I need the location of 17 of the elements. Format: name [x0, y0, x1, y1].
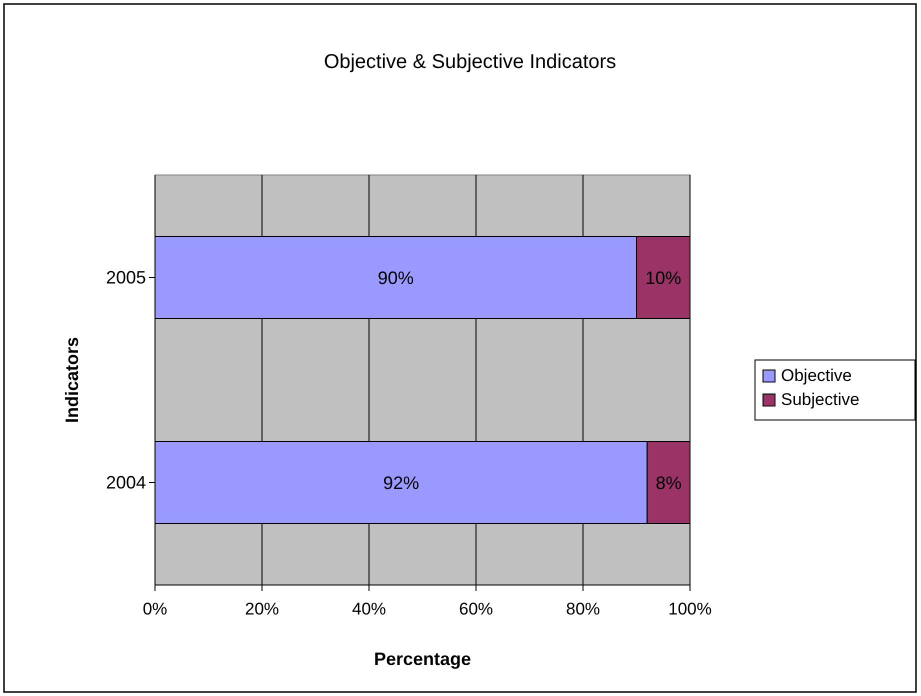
x-tick-label: 0%: [142, 599, 168, 618]
chart-title: Objective & Subjective Indicators: [324, 51, 616, 73]
x-tick-label: 80%: [566, 599, 600, 618]
x-tick-label: 100%: [668, 599, 712, 618]
x-tick-label: 40%: [352, 599, 386, 618]
y-tick-label: 2004: [106, 472, 146, 492]
data-label: 90%: [378, 268, 414, 288]
y-axis-title: Indicators: [62, 336, 82, 424]
x-tick-label: 60%: [458, 599, 494, 618]
legend-label: Objective: [781, 366, 852, 385]
data-label: 8%: [656, 472, 682, 493]
data-label: 92%: [383, 472, 420, 493]
y-tick-label: 2005: [106, 267, 146, 288]
x-tick-label: 20%: [244, 599, 280, 618]
data-label: 10%: [645, 268, 682, 288]
x-axis-title: Percentage: [374, 649, 472, 669]
legend-label: Subjective: [781, 390, 860, 409]
